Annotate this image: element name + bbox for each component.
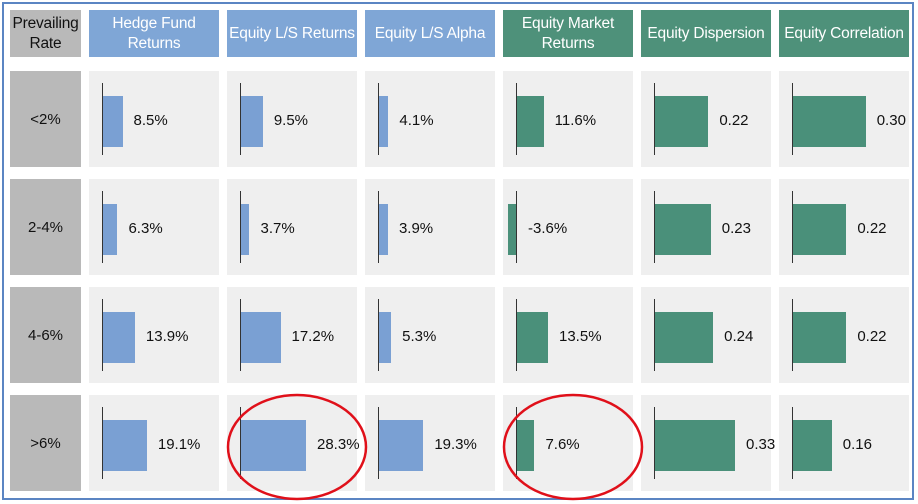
row-header: Prevailing Rate [10,10,81,57]
bar [517,311,548,363]
bar [655,95,709,147]
bar [241,311,281,363]
row-label: 4-6% [10,287,81,383]
data-label: 8.5% [133,111,168,129]
bar-axis [378,299,379,371]
bar [507,203,516,255]
bar [241,419,306,471]
bar [103,419,147,471]
bar-axis [240,83,241,155]
bar-axis [792,83,793,155]
data-label: 6.3% [128,219,163,237]
bar [103,203,118,255]
column-header: Equity Correlation [779,10,909,57]
column-header: Equity Market Returns [503,10,633,57]
column-header: Hedge Fund Returns [89,10,219,57]
bar-axis [792,407,793,479]
data-label: 3.7% [260,219,295,237]
data-label: 13.5% [559,327,602,345]
data-label: 7.6% [545,435,580,453]
data-label: 28.3% [317,435,360,453]
bar [379,311,392,363]
column-header: Equity L/S Returns [227,10,357,57]
bar [103,311,135,363]
bar-axis [102,191,103,263]
data-label: 17.2% [291,327,335,345]
bar-axis [516,83,517,155]
row-label: >6% [10,395,81,491]
data-label: 3.9% [398,219,434,237]
data-label: 4.1% [399,111,434,129]
bar-axis [378,83,379,155]
data-label: 0.33 [746,435,776,453]
bar [379,419,424,471]
bar-axis [792,299,793,371]
data-label: 0.16 [842,435,872,453]
bar-axis [378,191,379,263]
data-label: 0.23 [721,219,751,237]
highlight-ellipse [502,393,644,501]
bar [517,95,544,147]
bar-axis [240,191,241,263]
row-label: 2-4% [10,179,81,275]
bar [379,203,388,255]
bar [793,311,847,363]
bar [793,203,847,255]
bar [655,419,735,471]
bar [103,95,123,147]
highlight-ellipse [226,393,368,501]
column-header: Equity L/S Alpha [365,10,495,57]
bar [655,203,711,255]
data-label: 0.24 [724,327,754,345]
bar-axis [102,407,103,479]
bar-axis [792,191,793,263]
bar-axis [240,407,241,479]
data-label: 9.5% [273,111,309,129]
bar-axis [240,299,241,371]
bar [517,419,535,471]
bar-axis [516,407,517,479]
data-label: 19.3% [434,435,477,453]
bar [793,419,832,471]
data-label: -3.6% [528,219,568,237]
data-label: 5.3% [402,327,437,345]
bar [241,95,263,147]
data-label: 0.22 [857,219,887,237]
bar-axis [654,299,655,371]
bar-axis [102,299,103,371]
bar-axis [102,83,103,155]
column-header: Equity Dispersion [641,10,771,57]
table-cell [503,179,633,275]
bar-axis [516,299,517,371]
data-label: 13.9% [145,327,189,345]
bar [793,95,866,147]
data-label: 0.30 [876,111,906,129]
bar-axis [654,191,655,263]
bar [241,203,250,255]
data-label: 19.1% [157,435,201,453]
bar [379,95,389,147]
bar-axis [378,407,379,479]
row-label: <2% [10,71,81,167]
bar-axis [654,407,655,479]
bar [655,311,714,363]
bar-axis [516,191,517,263]
data-label: 0.22 [857,327,887,345]
data-label: 0.22 [719,111,749,129]
data-label: 11.6% [554,111,597,129]
bar-axis [654,83,655,155]
